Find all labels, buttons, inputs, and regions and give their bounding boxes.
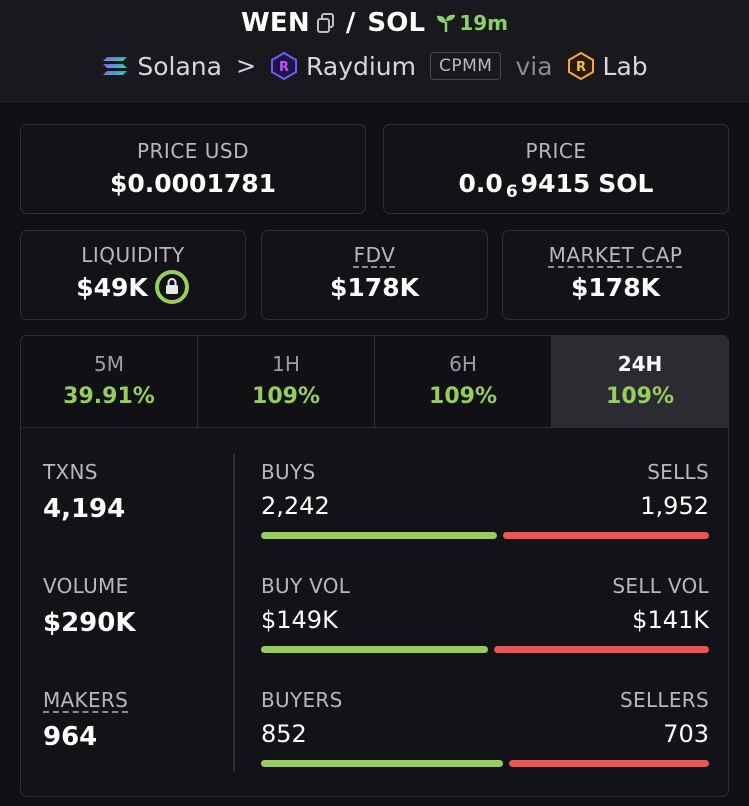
tab-label: 6H bbox=[449, 352, 477, 376]
liquidity-label: LIQUIDITY bbox=[81, 243, 185, 267]
chain-link[interactable]: Solana bbox=[137, 51, 222, 81]
volume-label: VOLUME bbox=[43, 574, 129, 598]
price-native-label: PRICE bbox=[525, 139, 587, 163]
buyers-label: BUYERS bbox=[261, 688, 343, 712]
volume-split: BUY VOL SELL VOL $149K $141K bbox=[261, 574, 709, 653]
tab-change-value: 109% bbox=[606, 384, 674, 409]
price-native-digits: 9415 bbox=[520, 169, 591, 198]
buy-share-bar bbox=[261, 760, 504, 767]
price-usd-card: PRICE USD $0.0001781 bbox=[20, 124, 366, 214]
tab-6h[interactable]: 6H 109% bbox=[375, 336, 552, 427]
buy-vol-label: BUY VOL bbox=[261, 574, 351, 598]
liquidity-value-row: $49K bbox=[21, 269, 245, 305]
buys-value: 2,242 bbox=[261, 492, 330, 520]
sells-label: SELLS bbox=[647, 460, 709, 484]
stats-divider bbox=[233, 454, 235, 772]
dex-link[interactable]: Raydium bbox=[306, 51, 416, 81]
fdv-label[interactable]: FDV bbox=[353, 243, 396, 267]
buy-share-bar bbox=[261, 532, 498, 539]
market-cap-label[interactable]: MARKET CAP bbox=[548, 243, 683, 267]
txns-value: 4,194 bbox=[43, 494, 126, 524]
sells-value: 1,952 bbox=[640, 492, 709, 520]
sell-vol-value: $141K bbox=[632, 606, 709, 634]
makers-stat: MAKERS 964 bbox=[43, 688, 128, 752]
solana-icon bbox=[101, 52, 129, 80]
lab-icon: R bbox=[567, 51, 595, 81]
buys-label: BUYS bbox=[261, 460, 316, 484]
raydium-icon: R bbox=[270, 51, 298, 81]
tab-5m[interactable]: 5M 39.91% bbox=[21, 336, 198, 427]
buy-vol-value: $149K bbox=[261, 606, 338, 634]
sell-share-bar bbox=[509, 760, 709, 767]
tab-change-value: 39.91% bbox=[63, 384, 155, 409]
timeframe-tabs: 5M 39.91% 1H 109% 6H 109% 24H 109% bbox=[20, 335, 729, 427]
tab-1h[interactable]: 1H 109% bbox=[198, 336, 375, 427]
price-native-zero-count: 6 bbox=[505, 181, 518, 202]
tab-change-value: 109% bbox=[429, 384, 497, 409]
tab-label: 1H bbox=[272, 352, 300, 376]
market-cap-card: MARKET CAP $178K bbox=[502, 230, 729, 320]
pair-title-row: WEN / SOL 19m bbox=[0, 4, 749, 42]
volume-stat: VOLUME $290K bbox=[43, 574, 136, 638]
tab-label: 24H bbox=[617, 352, 663, 376]
sellers-value: 703 bbox=[663, 720, 709, 748]
lock-icon[interactable] bbox=[154, 269, 190, 305]
buyers-sellers-bar bbox=[261, 760, 709, 767]
price-usd-label: PRICE USD bbox=[136, 139, 250, 163]
quote-token-symbol: SOL bbox=[367, 8, 426, 38]
sprout-icon bbox=[435, 12, 457, 34]
market-cap-value: $178K bbox=[571, 273, 660, 302]
pair-age: 19m bbox=[435, 11, 508, 35]
tab-label: 5M bbox=[94, 352, 124, 376]
liquidity-card: LIQUIDITY $49K bbox=[20, 230, 246, 320]
fdv-card: FDV $178K bbox=[261, 230, 488, 320]
buys-sells-split: BUYS SELLS 2,242 1,952 bbox=[261, 460, 709, 539]
makers-label[interactable]: MAKERS bbox=[43, 688, 129, 712]
svg-text:R: R bbox=[576, 60, 586, 75]
sell-share-bar bbox=[503, 532, 709, 539]
chevron-right-icon: > bbox=[235, 52, 257, 80]
copy-icon[interactable] bbox=[316, 12, 336, 34]
pool-type-badge: CPMM bbox=[430, 52, 502, 80]
buyers-value: 852 bbox=[261, 720, 307, 748]
trade-stats-panel: TXNS 4,194 VOLUME $290K MAKERS 964 BUYS … bbox=[20, 427, 729, 797]
svg-text:R: R bbox=[279, 60, 289, 75]
buys-sells-bar bbox=[261, 532, 709, 539]
volume-bar bbox=[261, 646, 709, 653]
liquidity-value: $49K bbox=[76, 272, 148, 302]
base-token-symbol: WEN bbox=[241, 8, 310, 38]
buy-share-bar bbox=[261, 646, 489, 653]
breadcrumb: Solana > R Raydium CPMM via R Lab bbox=[0, 48, 749, 84]
price-native-unit: SOL bbox=[598, 169, 654, 198]
tab-change-value: 109% bbox=[252, 384, 320, 409]
price-native-value: 0.0 6 9415 SOL bbox=[384, 169, 728, 202]
price-native-card: PRICE 0.0 6 9415 SOL bbox=[383, 124, 729, 214]
sellers-label: SELLERS bbox=[620, 688, 709, 712]
price-usd-value: $0.0001781 bbox=[109, 169, 277, 198]
price-native-prefix: 0.0 bbox=[458, 169, 503, 198]
txns-label: TXNS bbox=[43, 460, 98, 484]
pair-age-value: 19m bbox=[459, 11, 508, 35]
volume-value: $290K bbox=[43, 608, 136, 638]
sell-share-bar bbox=[494, 646, 709, 653]
makers-value: 964 bbox=[43, 722, 98, 752]
via-text: via bbox=[515, 51, 553, 81]
sell-vol-label: SELL VOL bbox=[612, 574, 709, 598]
launchpad-link[interactable]: Lab bbox=[602, 51, 648, 81]
fdv-value: $178K bbox=[330, 273, 419, 302]
buyers-sellers-split: BUYERS SELLERS 852 703 bbox=[261, 688, 709, 767]
txns-stat: TXNS 4,194 bbox=[43, 460, 125, 524]
pair-separator: / bbox=[345, 8, 356, 38]
tab-24h[interactable]: 24H 109% bbox=[552, 336, 728, 427]
pair-header: WEN / SOL 19m bbox=[0, 0, 749, 102]
